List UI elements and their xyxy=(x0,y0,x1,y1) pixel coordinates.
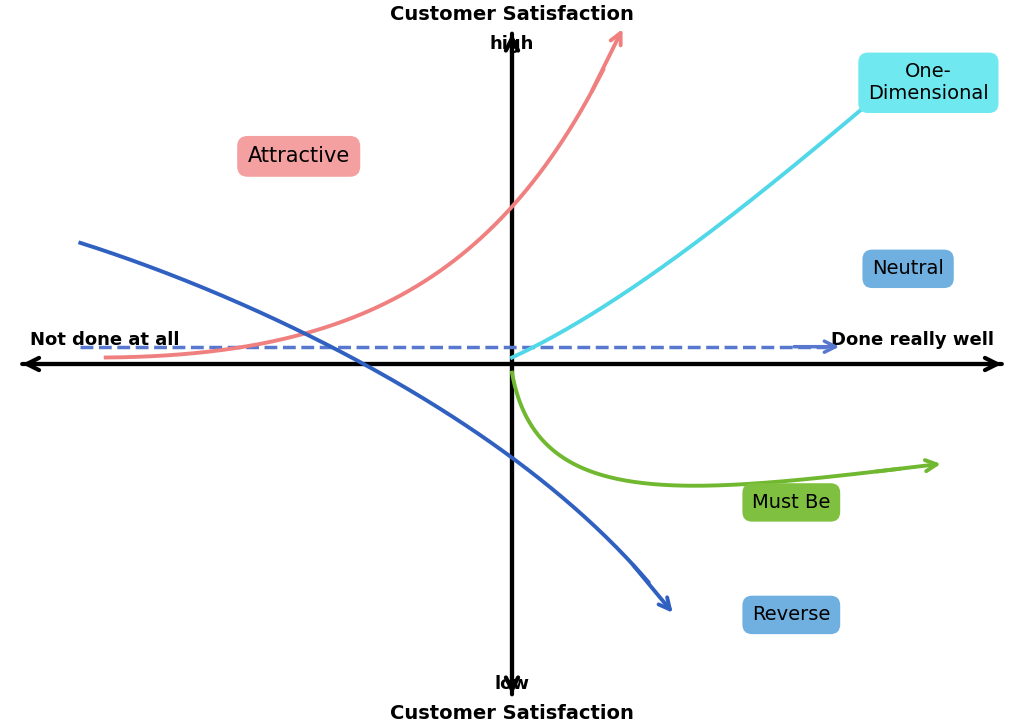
Text: low: low xyxy=(495,676,529,694)
Text: Not done at all: Not done at all xyxy=(30,331,179,349)
Text: Customer Satisfaction: Customer Satisfaction xyxy=(390,703,634,723)
Text: Reverse: Reverse xyxy=(752,606,830,625)
Text: high: high xyxy=(489,34,535,52)
Text: Done really well: Done really well xyxy=(831,331,994,349)
Text: One-
Dimensional: One- Dimensional xyxy=(868,63,989,103)
Text: Attractive: Attractive xyxy=(248,146,350,166)
Text: Must Be: Must Be xyxy=(752,493,830,512)
Text: Neutral: Neutral xyxy=(872,259,944,278)
Text: Customer Satisfaction: Customer Satisfaction xyxy=(390,5,634,25)
